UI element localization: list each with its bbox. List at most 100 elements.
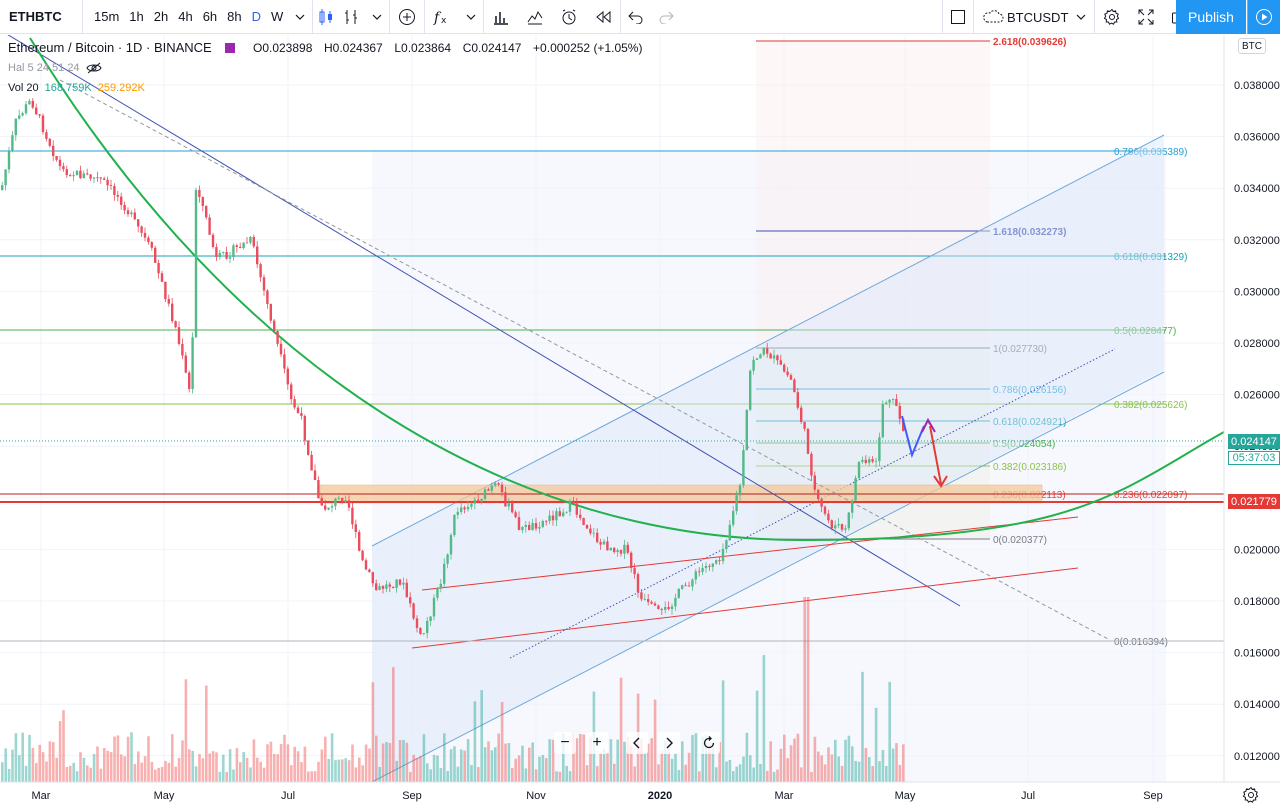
candle-body [137, 219, 140, 227]
volume-bar [728, 759, 732, 782]
volume-bar [660, 750, 664, 782]
legend-title[interactable]: Ethereum / Bitcoin · 1D · BINANCE [8, 40, 212, 55]
publish-play-icon[interactable] [1247, 0, 1280, 34]
gray-dashed-downtrend-line[interactable] [59, 79, 1111, 641]
candle-body [653, 603, 657, 606]
fullscreen-icon[interactable] [1129, 0, 1163, 34]
interval-dropdown-chevron-icon[interactable] [288, 0, 312, 34]
interval-4h-button[interactable]: 4h [178, 9, 193, 24]
reset-chart-icon[interactable] [698, 732, 720, 754]
candle-body [735, 495, 738, 512]
candle-body [643, 599, 646, 600]
volume-bar [599, 753, 602, 782]
projection-blue-arrow[interactable] [901, 415, 925, 459]
settings-gear-icon[interactable] [1095, 0, 1129, 34]
candle-body [194, 189, 198, 338]
candle-body [878, 437, 881, 462]
volume-bar [511, 767, 514, 782]
chart-type-dropdown-chevron-icon[interactable] [365, 0, 389, 34]
candle-body [364, 560, 368, 570]
legend-high: H0.024367 [324, 41, 383, 55]
templates-icon[interactable] [518, 0, 552, 34]
publish-button[interactable]: Publish [1176, 0, 1246, 34]
green-arc-curve[interactable] [29, 37, 1224, 542]
candle-body [531, 523, 534, 531]
candle-body [636, 574, 640, 593]
volume-bar [670, 758, 674, 782]
candle-body [749, 370, 752, 410]
zoom-out-button[interactable]: − [554, 732, 576, 754]
interval-15m-button[interactable]: 15m [94, 9, 120, 24]
zoom-in-button[interactable]: + [586, 732, 608, 754]
volume-label[interactable]: Vol 20 [8, 82, 39, 94]
candles-chart-type-icon[interactable] [313, 0, 339, 34]
symbol-search-button[interactable]: ETHBTC [9, 9, 62, 24]
volume-bar [551, 739, 555, 782]
compare-add-icon[interactable] [390, 0, 424, 34]
red-uptrend-line-1[interactable] [421, 516, 1079, 591]
fib-level-label: 0(0.016394) [1114, 637, 1168, 648]
interval-w-button[interactable]: W [271, 9, 284, 24]
candle-body [96, 177, 99, 179]
candle-body [191, 337, 194, 390]
candle-body [650, 601, 653, 604]
red-uptrend-line-2[interactable] [411, 567, 1079, 649]
redo-icon[interactable] [651, 0, 681, 34]
volume-bar [667, 746, 670, 782]
chart-settings-gear-icon[interactable] [1242, 786, 1260, 804]
volume-bar [470, 765, 473, 782]
interval-8h-button[interactable]: 8h [227, 9, 242, 24]
interval-6h-button[interactable]: 6h [202, 9, 218, 24]
halving-label[interactable]: Hal 5 24 51 24 [8, 62, 80, 74]
time-axis[interactable]: Mar May Jul Sep Nov 2020 Mar May Jul Sep [32, 790, 1163, 802]
projection-red-arrow[interactable] [929, 425, 948, 488]
price-tick-label: 0.032000 [1234, 235, 1280, 247]
fib-ext-level-label: 0.382(0.023186) [993, 462, 1066, 473]
blue-downtrend-line[interactable] [0, 30, 961, 607]
undo-icon[interactable] [621, 0, 651, 34]
channel-mid-dotted-line[interactable] [509, 348, 1116, 659]
volume-bar [878, 761, 881, 782]
volume-bar [684, 764, 687, 782]
projection-purple-arrow[interactable] [921, 417, 936, 433]
candle-body [834, 525, 837, 529]
volume-bar [902, 744, 905, 782]
interval-d-button[interactable]: D [251, 9, 262, 24]
indicators-dropdown-chevron-icon[interactable] [459, 0, 483, 34]
interval-2h-button[interactable]: 2h [153, 9, 169, 24]
scroll-left-chevron-icon[interactable] [626, 732, 648, 754]
volume-bar [276, 754, 279, 782]
interval-1h-button[interactable]: 1h [129, 9, 144, 24]
candle-body [361, 550, 364, 561]
time-tick-label: Nov [526, 790, 546, 802]
volume-bar [851, 746, 854, 782]
alert-clock-icon[interactable] [552, 0, 586, 34]
candle-body [477, 499, 480, 502]
volume-bar [35, 763, 38, 782]
candle-body [555, 511, 558, 521]
layout-square-icon[interactable] [943, 0, 973, 34]
candle-body [92, 177, 96, 179]
candle-body [657, 605, 660, 609]
volume-bar [184, 679, 188, 782]
candle-body [596, 532, 599, 543]
candle-body [89, 174, 92, 179]
financials-icon[interactable] [484, 0, 518, 34]
volume-bar [606, 753, 609, 782]
candle-body [65, 169, 68, 176]
channel-lower-line[interactable] [371, 371, 1165, 782]
eye-hidden-icon[interactable] [86, 62, 102, 74]
currency-tag[interactable]: BTC [1238, 38, 1266, 54]
candle-body [619, 550, 623, 554]
volume-bar [239, 762, 242, 782]
scroll-right-chevron-icon[interactable] [658, 732, 680, 754]
price-scale[interactable]: 0.038000 0.036000 0.034000 0.032000 0.030000… [1234, 80, 1280, 763]
candle-body [769, 353, 772, 359]
bars-chart-type-icon[interactable] [339, 0, 365, 34]
compare-symbol-selector[interactable]: BTCUSDT [974, 0, 1094, 34]
volume-bar [72, 762, 75, 782]
candle-body [633, 567, 636, 575]
replay-rewind-icon[interactable] [586, 0, 620, 34]
